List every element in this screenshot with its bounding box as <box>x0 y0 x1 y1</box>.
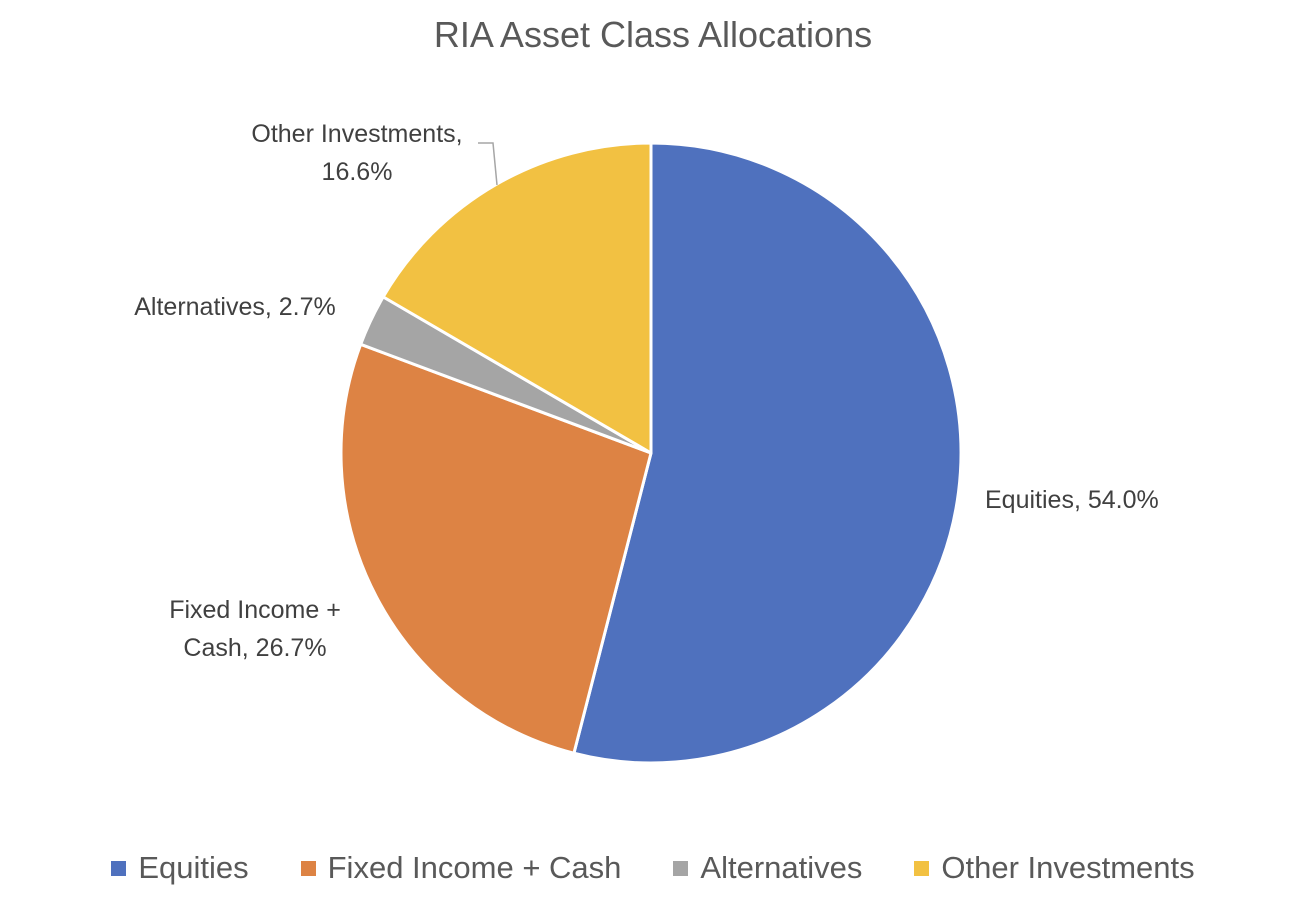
legend-label: Alternatives <box>700 850 863 885</box>
legend-swatch <box>111 860 127 876</box>
legend-label: Fixed Income + Cash <box>327 850 622 885</box>
data-labels: Equities, 54.0% Fixed Income + Cash, 26.7%… <box>134 120 1158 662</box>
data-label-alternatives: Alternatives, 2.7% <box>134 293 336 321</box>
leader-line <box>478 142 498 186</box>
legend-item-alternatives: Alternatives <box>673 850 862 886</box>
data-label-other-investments: Other Investments, 16.6% <box>251 120 462 186</box>
legend: Equities Fixed Income + Cash Alternatives O… <box>0 850 1306 886</box>
legend-swatch <box>673 860 689 876</box>
data-label-equities: Equities, 54.0% <box>985 486 1159 514</box>
pie-slice-equities <box>572 141 963 765</box>
chart-title: RIA Asset Class Allocations <box>433 14 873 55</box>
legend-item-other-investments: Other Investments <box>914 850 1195 886</box>
legend-swatch <box>914 860 930 876</box>
legend-item-equities: Equities <box>111 850 249 886</box>
leader-lines <box>478 142 498 186</box>
pie-slices <box>339 141 963 765</box>
legend-label: Other Investments <box>941 850 1195 885</box>
legend-swatch <box>300 860 316 876</box>
legend-label: Equities <box>138 850 249 885</box>
data-label-fixed-income-cash: Fixed Income + Cash, 26.7% <box>169 596 341 662</box>
legend-item-fixed-income-cash: Fixed Income + Cash <box>300 850 622 886</box>
pie-slice-fixed-income-cash <box>339 342 653 755</box>
